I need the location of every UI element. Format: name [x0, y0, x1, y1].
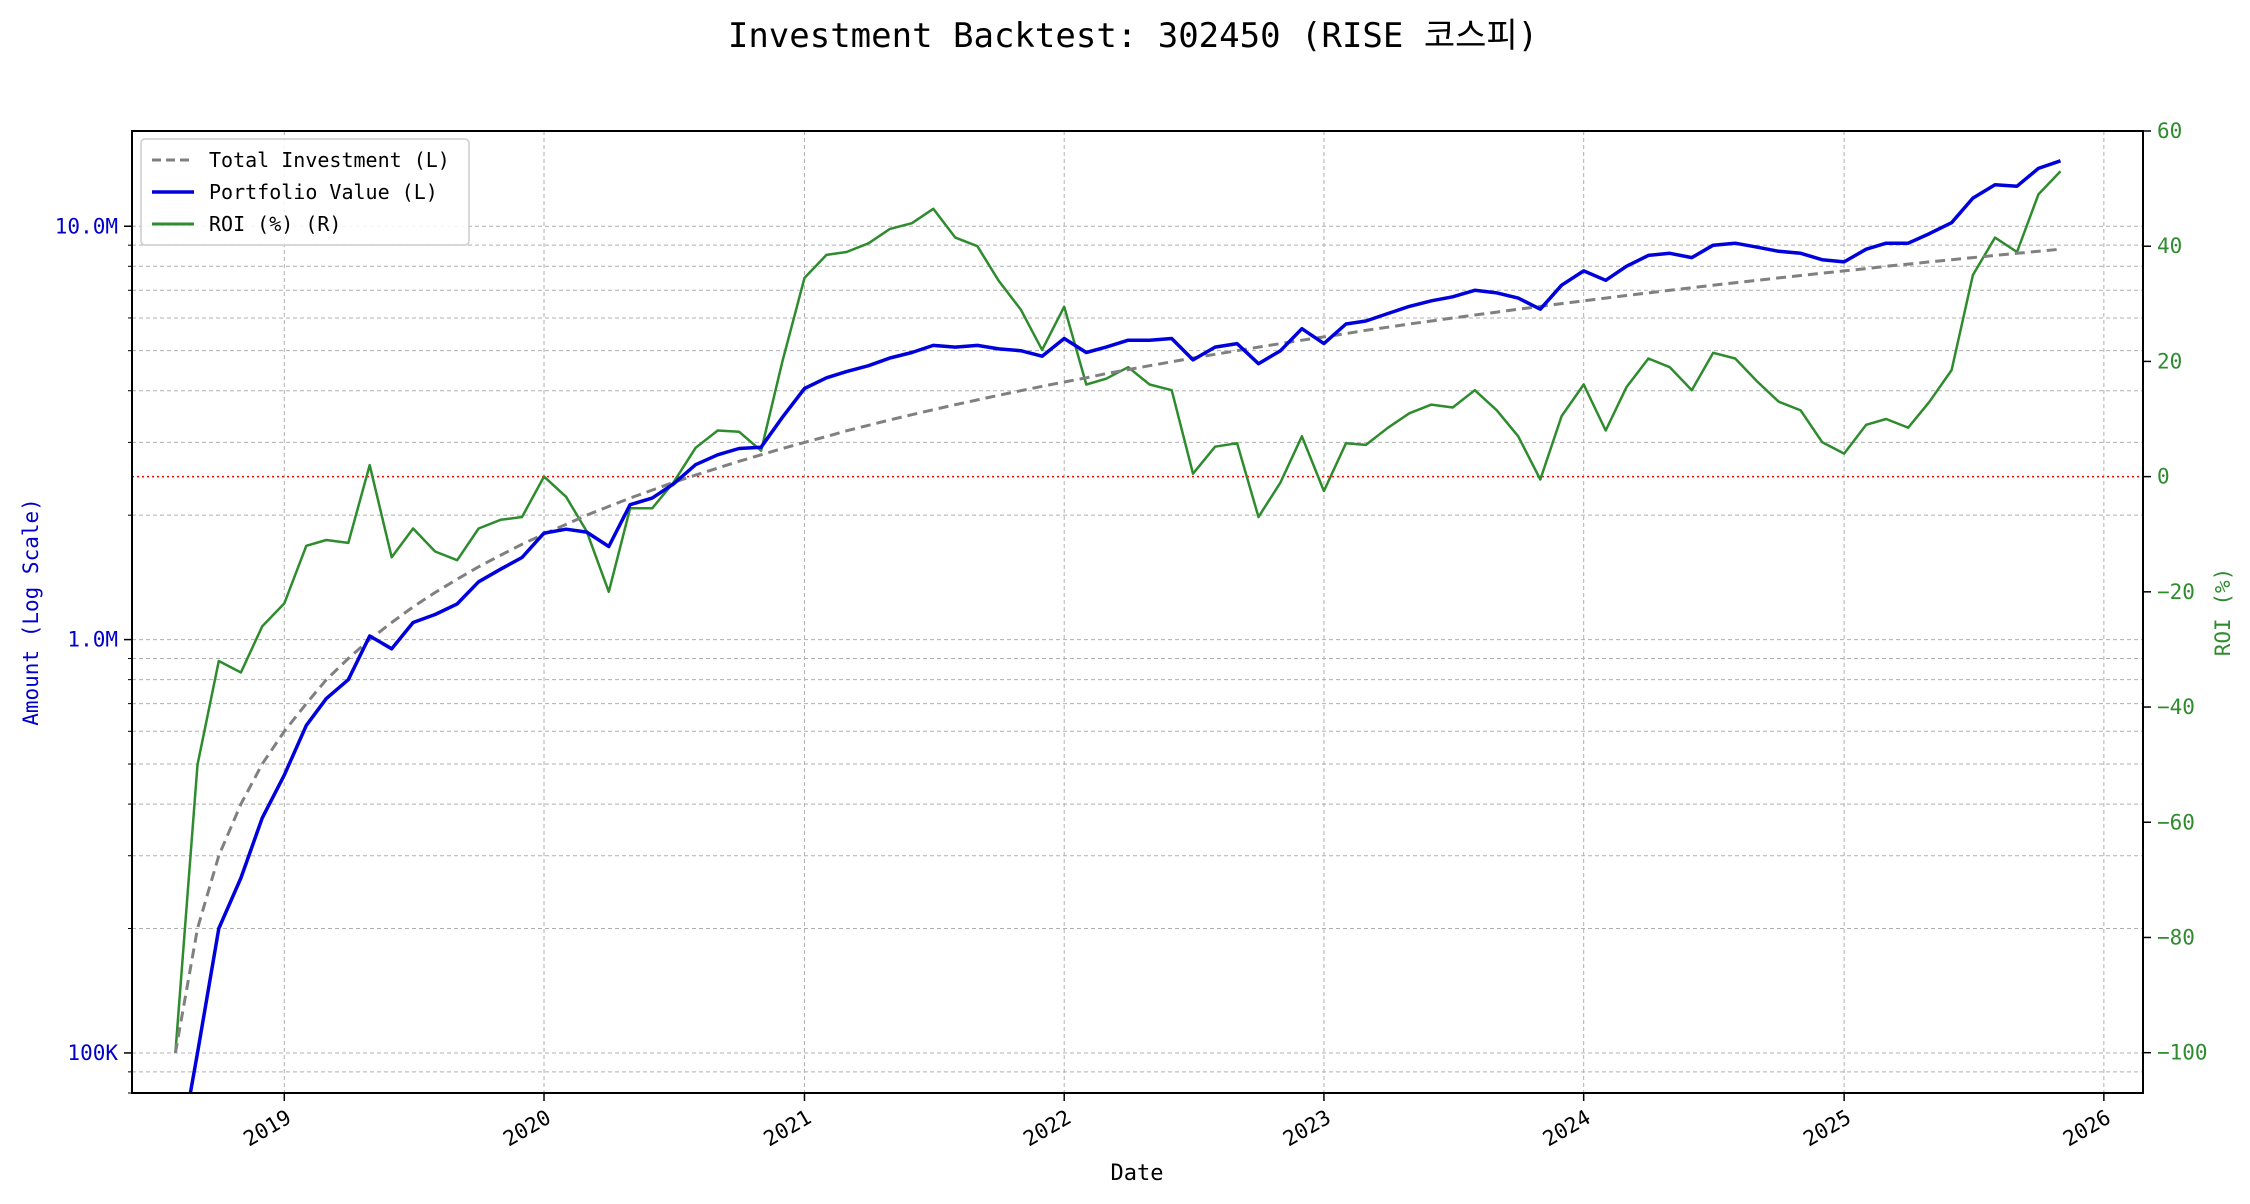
y-right-tick-label: −60 [2157, 810, 2195, 834]
y-right-tick-label: −80 [2157, 925, 2195, 949]
legend-label-roi: ROI (%) (R) [209, 212, 341, 236]
y-right-tick-label: −40 [2157, 695, 2195, 719]
y-left-tick-label: 1.0M [67, 628, 118, 652]
y-right-tick-label: 60 [2157, 119, 2182, 143]
y-right-tick-label: −20 [2157, 580, 2195, 604]
legend: Total Investment (L) Portfolio Value (L)… [140, 138, 470, 246]
legend-label-total-investment: Total Investment (L) [209, 148, 450, 172]
series-layer [173, 159, 2062, 1093]
y-left-tick-label: 10.0M [55, 214, 118, 238]
legend-label-portfolio-value: Portfolio Value (L) [209, 180, 438, 204]
plot-frame [131, 130, 2144, 1094]
x-tick-label: 2019 [239, 1105, 295, 1151]
x-tick-label: 2020 [499, 1105, 555, 1151]
series-roi [174, 170, 2062, 1053]
y-axis-label-right: ROI (%) [2211, 568, 2235, 657]
y-right-tick-label: 20 [2157, 349, 2182, 373]
series-total-investment [173, 247, 2061, 1054]
y-right-tick-label: −100 [2157, 1041, 2208, 1065]
y-right-tick-label: 40 [2157, 234, 2182, 258]
y-axis-label-left: Amount (Log Scale) [19, 498, 43, 726]
x-tick-label: 2024 [1539, 1105, 1595, 1151]
y-left-tick-label: 100K [67, 1041, 118, 1065]
series-portfolio-value [188, 159, 2062, 1093]
x-tick-label: 2026 [2059, 1105, 2115, 1151]
legend-box [140, 138, 470, 246]
x-tick-label: 2023 [1279, 1105, 1335, 1151]
x-tick-label: 2021 [760, 1105, 816, 1151]
grid-layer [132, 131, 2143, 1094]
x-tick-label: 2025 [1799, 1105, 1855, 1151]
y-right-tick-label: 0 [2157, 465, 2170, 489]
x-axis-label: Date [1111, 1161, 1164, 1186]
axes-layer: 2019 2020 2021 2022 2023 2024 2025 2026 100K 1.0M… [55, 119, 2208, 1151]
chart-title: Investment Backtest: 302450 (RISE 코스피) [728, 16, 1538, 56]
x-tick-label: 2022 [1019, 1105, 1075, 1151]
